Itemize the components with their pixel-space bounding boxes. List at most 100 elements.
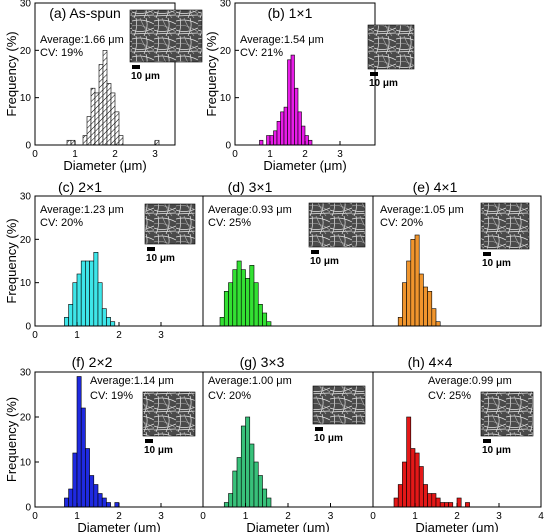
y-axis-label: Frequency (%) [204,31,219,116]
x-tick-label: 2 [302,149,308,160]
histogram-bar [232,470,238,508]
sem-inset-image [308,202,366,248]
y-tick-label: 30 [220,0,232,10]
histogram-bar [219,317,225,327]
histogram-bar [273,130,278,146]
histogram-bar [397,484,403,508]
panel-title: (d) 3×1 [228,179,273,195]
y-tick-label: 0 [225,141,231,152]
histogram-bar [283,106,288,146]
histogram-bar [86,116,92,146]
panel-title: (b) 1×1 [268,5,313,21]
histogram-bar [269,135,274,146]
x-tick-label: 3 [328,511,334,522]
histogram-bar [262,312,268,327]
histogram-bar [266,497,272,508]
histogram-bar [439,502,445,508]
histogram-bar [266,321,272,327]
sem-inset-image [480,391,534,437]
histogram-bar [82,135,88,146]
histogram-bar [98,64,104,146]
panel-title: (a) As-spun [49,5,121,21]
histogram-bar [85,260,90,327]
scale-bar [147,247,155,251]
x-axis-label: Diameter (μm) [63,158,146,173]
cv-label: CV: 21% [240,47,283,59]
y-tick-label: 20 [220,46,232,57]
histogram-bar [431,308,437,327]
average-label: Average:1.05 μm [380,204,464,216]
histogram-bar [414,452,420,508]
scale-bar [132,65,140,69]
scale-bar-label: 10 μm [144,445,173,456]
histogram-bar [465,502,470,508]
histogram-bar [80,407,86,508]
scale-bar-label: 10 μm [482,258,511,269]
scale-bar-label: 10 μm [146,253,175,264]
histogram-bar [89,260,95,327]
histogram-bar [253,282,259,327]
histogram-bar [423,286,428,327]
x-tick-label: 1 [267,149,273,160]
histogram-bar [259,139,264,146]
histogram-bar [448,502,454,508]
cv-label: CV: 25% [428,390,471,402]
x-tick-label: 2 [112,149,118,160]
y-tick-label: 20 [20,413,32,424]
histogram-bar [240,425,246,508]
y-axis-label: Frequency (%) [4,397,19,482]
cv-label: CV: 19% [90,390,133,402]
histogram-bar [76,273,82,327]
scale-bar [483,439,491,443]
average-label: Average:1.00 μm [208,375,292,387]
histogram-bar [101,308,107,327]
histogram-bar [245,416,251,508]
histogram-bar [290,54,295,146]
scale-bar-label: 10 μm [314,433,343,444]
histogram-bar [110,321,116,327]
y-tick-label: 20 [20,46,32,57]
plot-frame [34,2,176,146]
histogram-bar [262,488,268,508]
x-tick-label: 0 [200,511,206,522]
cv-label: CV: 20% [380,217,423,229]
scale-bar [370,72,378,76]
histogram-bar [236,457,242,508]
histogram-bar [294,87,299,146]
histogram-bar [249,265,255,327]
histogram-bar [94,92,100,146]
scale-bar-label: 10 μm [369,78,398,89]
histogram-bar [427,493,433,508]
x-tick-label: 3 [158,511,164,522]
histogram-bar [431,493,437,508]
scale-bar [145,439,153,443]
panel-title: (c) 2×1 [58,179,102,195]
histogram-bar [249,443,255,508]
histogram-bar [85,448,90,508]
histogram-bar [68,488,74,508]
histogram-bar [240,269,246,327]
cv-label: CV: 20% [40,217,83,229]
histogram-bar [410,239,416,327]
histogram-bar [406,260,412,327]
histogram-bar [266,135,271,146]
scale-bar-label: 10 μm [310,256,339,267]
histogram-bar [110,92,116,146]
x-tick-label: 1 [74,511,80,522]
x-tick-label: 3 [337,149,343,160]
histogram-bar [114,111,120,146]
average-label: Average:0.93 μm [208,204,292,216]
x-tick-label: 1 [243,511,249,522]
histogram-bar [223,291,229,327]
histogram-bar [228,282,234,327]
histogram-bar [89,475,95,508]
histogram-bar [301,125,306,146]
histogram-bar [257,304,263,327]
sem-inset-image [129,9,203,63]
x-tick-label: 2 [454,511,460,522]
